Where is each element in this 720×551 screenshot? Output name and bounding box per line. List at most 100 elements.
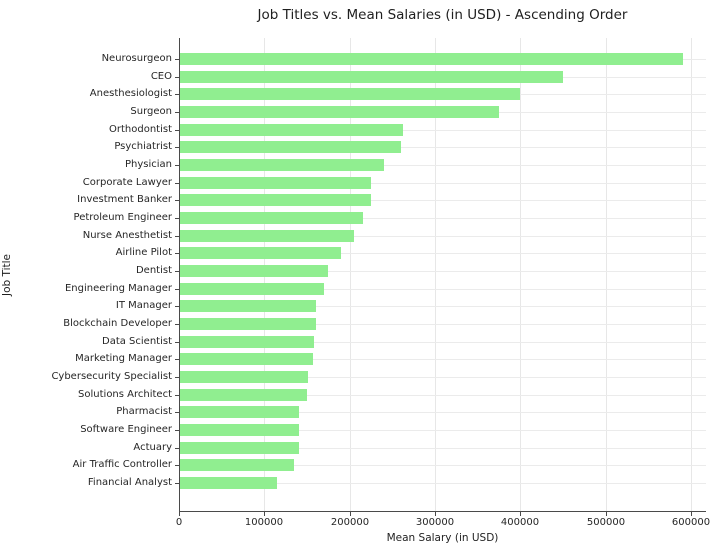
y-tick-mark	[175, 395, 179, 396]
y-tick-mark	[175, 342, 179, 343]
y-tick-mark	[175, 236, 179, 237]
y-tick-label: Nurse Anesthetist	[82, 230, 172, 241]
plot-area	[179, 38, 706, 512]
bar	[179, 318, 316, 330]
bar	[179, 247, 342, 259]
y-gridline	[179, 430, 706, 431]
y-tick-mark	[175, 165, 179, 166]
x-tick-label: 600000	[671, 517, 711, 528]
y-tick-mark	[175, 412, 179, 413]
y-tick-label: Dentist	[135, 265, 172, 276]
bar	[179, 442, 299, 454]
bar	[179, 265, 329, 277]
y-tick-mark	[175, 377, 179, 378]
x-gridline	[691, 38, 692, 512]
y-tick-mark	[175, 483, 179, 484]
bar	[179, 53, 683, 65]
bar	[179, 353, 313, 365]
y-gridline	[179, 165, 706, 166]
y-tick-mark	[175, 448, 179, 449]
x-tick-label: 500000	[586, 517, 626, 528]
bar	[179, 88, 521, 100]
y-tick-mark	[175, 218, 179, 219]
y-tick-mark	[175, 324, 179, 325]
y-tick-mark	[175, 200, 179, 201]
y-gridline	[179, 483, 706, 484]
y-tick-label: IT Manager	[115, 300, 172, 311]
y-gridline	[179, 448, 706, 449]
x-tick-mark	[350, 512, 351, 516]
y-tick-mark	[175, 77, 179, 78]
y-tick-label: Petroleum Engineer	[73, 212, 172, 223]
y-tick-label: Corporate Lawyer	[82, 177, 172, 188]
bar	[179, 159, 384, 171]
y-tick-label: Financial Analyst	[87, 477, 172, 488]
x-gridline	[435, 38, 436, 512]
x-tick-mark	[264, 512, 265, 516]
bar	[179, 230, 354, 242]
chart-title: Job Titles vs. Mean Salaries (in USD) - …	[257, 7, 628, 23]
bar	[179, 106, 499, 118]
y-tick-label: Psychiatrist	[114, 141, 172, 152]
y-tick-label: Airline Pilot	[115, 247, 172, 258]
y-tick-label: Air Traffic Controller	[72, 459, 172, 470]
y-tick-mark	[175, 253, 179, 254]
y-tick-mark	[175, 465, 179, 466]
x-tick-mark	[691, 512, 692, 516]
y-tick-mark	[175, 306, 179, 307]
y-gridline	[179, 324, 706, 325]
y-tick-label: Orthodontist	[109, 124, 172, 135]
bar	[179, 300, 316, 312]
y-gridline	[179, 218, 706, 219]
bar	[179, 141, 401, 153]
bar	[179, 477, 278, 489]
y-tick-label: Marketing Manager	[75, 353, 172, 364]
x-tick-mark	[520, 512, 521, 516]
x-tick-label: 0	[175, 517, 183, 528]
y-gridline	[179, 306, 706, 307]
y-tick-mark	[175, 430, 179, 431]
y-tick-label: Software Engineer	[80, 424, 172, 435]
y-tick-label: Actuary	[133, 442, 172, 453]
y-tick-label: Surgeon	[130, 106, 172, 117]
y-gridline	[179, 377, 706, 378]
y-tick-mark	[175, 130, 179, 131]
bar	[179, 424, 299, 436]
y-gridline	[179, 200, 706, 201]
y-gridline	[179, 183, 706, 184]
y-tick-mark	[175, 147, 179, 148]
y-gridline	[179, 395, 706, 396]
y-tick-mark	[175, 271, 179, 272]
y-gridline	[179, 147, 706, 148]
y-tick-mark	[175, 59, 179, 60]
y-tick-label: Anesthesiologist	[89, 88, 172, 99]
y-tick-mark	[175, 112, 179, 113]
y-tick-label: Blockchain Developer	[63, 318, 172, 329]
y-gridline	[179, 289, 706, 290]
y-tick-mark	[175, 94, 179, 95]
y-tick-label: CEO	[150, 71, 172, 82]
x-tick-mark	[435, 512, 436, 516]
y-gridline	[179, 253, 706, 254]
bar	[179, 459, 295, 471]
y-tick-mark	[175, 183, 179, 184]
y-tick-mark	[175, 359, 179, 360]
x-tick-mark	[179, 512, 180, 516]
bar	[179, 71, 563, 83]
bar	[179, 406, 299, 418]
y-axis-spine	[179, 38, 180, 512]
bar	[179, 283, 325, 295]
x-gridline	[520, 38, 521, 512]
x-tick-label: 100000	[244, 517, 284, 528]
x-gridline	[606, 38, 607, 512]
y-tick-mark	[175, 289, 179, 290]
x-tick-mark	[606, 512, 607, 516]
bar	[179, 389, 307, 401]
x-tick-label: 300000	[415, 517, 455, 528]
x-tick-label: 200000	[330, 517, 370, 528]
y-tick-label: Data Scientist	[102, 336, 172, 347]
bar	[179, 194, 371, 206]
x-axis-title: Mean Salary (in USD)	[386, 532, 499, 544]
bar	[179, 177, 371, 189]
